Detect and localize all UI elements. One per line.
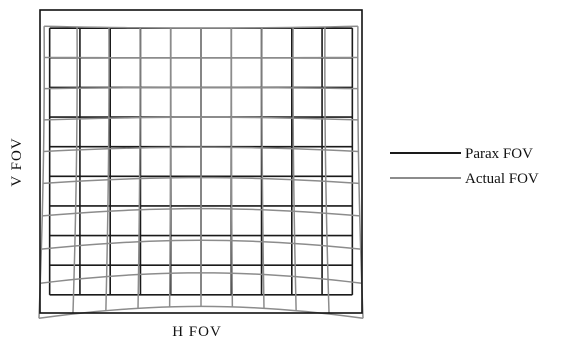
actual-vertical-curve — [137, 27, 141, 309]
actual-horizontal-curve — [43, 116, 359, 121]
y-axis-label: V FOV — [9, 137, 25, 186]
actual-vertical-curve — [324, 26, 330, 315]
actual-horizontal-curve — [38, 305, 364, 320]
actual-vertical-curve — [72, 26, 78, 315]
legend: Parax FOV Actual FOV — [390, 146, 539, 187]
actual-horizontal-curve — [44, 86, 358, 90]
legend-label-actual: Actual FOV — [465, 171, 539, 187]
grid-layer — [38, 9, 364, 320]
actual-vertical-curve — [357, 26, 364, 319]
actual-horizontal-curve — [42, 207, 360, 217]
actual-vertical-curve — [261, 27, 265, 309]
actual-horizontal-curve — [44, 25, 358, 29]
actual-horizontal-curve — [41, 239, 361, 250]
actual-vertical-curve — [168, 28, 172, 307]
actual-horizontal-curve — [43, 146, 359, 153]
actual-horizontal-curve — [40, 272, 362, 284]
x-axis-label: H FOV — [172, 324, 222, 340]
actual-vertical-curve — [292, 27, 297, 311]
actual-vertical-curve — [105, 27, 110, 311]
actual-vertical-curve — [38, 26, 45, 319]
plot-frame — [39, 9, 363, 314]
actual-vertical-curve — [230, 28, 234, 307]
actual-horizontal-curve — [42, 176, 360, 185]
legend-label-parax: Parax FOV — [465, 146, 533, 162]
